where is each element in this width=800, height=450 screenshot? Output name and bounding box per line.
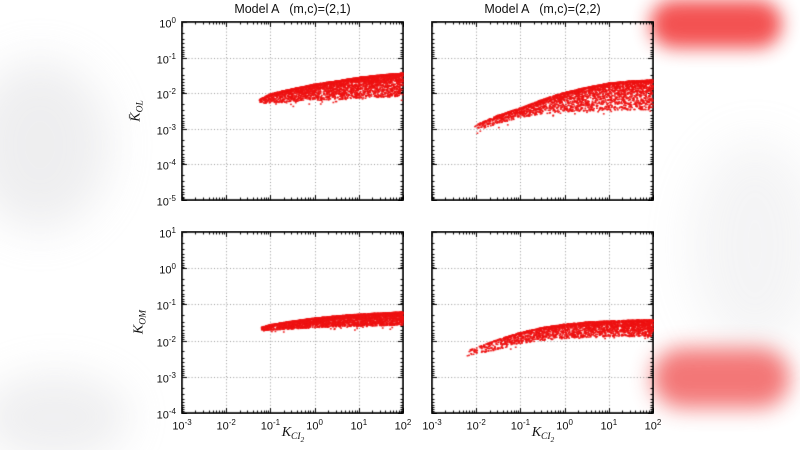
tick-label: 10-3 — [422, 418, 442, 433]
tick-label: 100 — [159, 262, 176, 277]
tick-label: 101 — [600, 418, 618, 433]
blur-artifact-gray-left-bottom — [0, 372, 130, 450]
tick-label: 10-1 — [156, 298, 176, 314]
tick-label: 10-1 — [260, 418, 281, 433]
tick-label: 100 — [159, 16, 176, 31]
y-axis-label-bottom-row: KOM — [132, 310, 149, 334]
tick-label: 10-3 — [156, 122, 176, 138]
scatter-panel-top-left — [181, 21, 404, 201]
blur-artifact-gray-left-top — [0, 60, 110, 230]
blur-artifact-red-bottom-right — [652, 348, 790, 408]
tick-label: 10-4 — [156, 407, 176, 422]
panel-title-right: Model A (m,c)=(2,2) — [484, 2, 601, 16]
y-axis-label-top-base: K̄ — [128, 112, 144, 122]
tick-label: 101 — [159, 226, 176, 241]
tick-label: 10-4 — [156, 158, 176, 174]
scatter-panel-bottom-right — [431, 231, 654, 414]
tick-label: 10-2 — [466, 418, 486, 433]
scatter-panel-top-right — [431, 21, 654, 201]
tick-label: 10-2 — [216, 418, 236, 433]
tick-label: 100 — [556, 418, 573, 433]
x-axis-label-left: KCI2 — [281, 425, 305, 444]
tick-label: 101 — [350, 418, 368, 433]
blur-artifact-red-top-right — [650, 0, 782, 48]
tick-label: 10-1 — [156, 51, 176, 67]
x-axis-label-right: KCI2 — [531, 425, 555, 444]
tick-label: 10-3 — [172, 418, 192, 433]
tick-label: 10-2 — [156, 334, 176, 350]
tick-label: 10-3 — [156, 370, 176, 386]
tick-label: 10-1 — [510, 418, 531, 433]
blur-artifact-gray-right-middle — [690, 140, 800, 350]
y-axis-label-top-row: K̄OL — [129, 100, 146, 122]
tick-label: 102 — [644, 418, 662, 433]
tick-label: 10-5 — [156, 194, 176, 209]
tick-label: 100 — [306, 418, 323, 433]
scatter-panel-bottom-left — [181, 231, 404, 414]
panel-title-left: Model A (m,c)=(2,1) — [234, 2, 351, 16]
tick-label: 102 — [394, 418, 412, 433]
y-axis-label-top-subscript: OL — [135, 100, 146, 113]
tick-label: 10-2 — [156, 87, 176, 102]
